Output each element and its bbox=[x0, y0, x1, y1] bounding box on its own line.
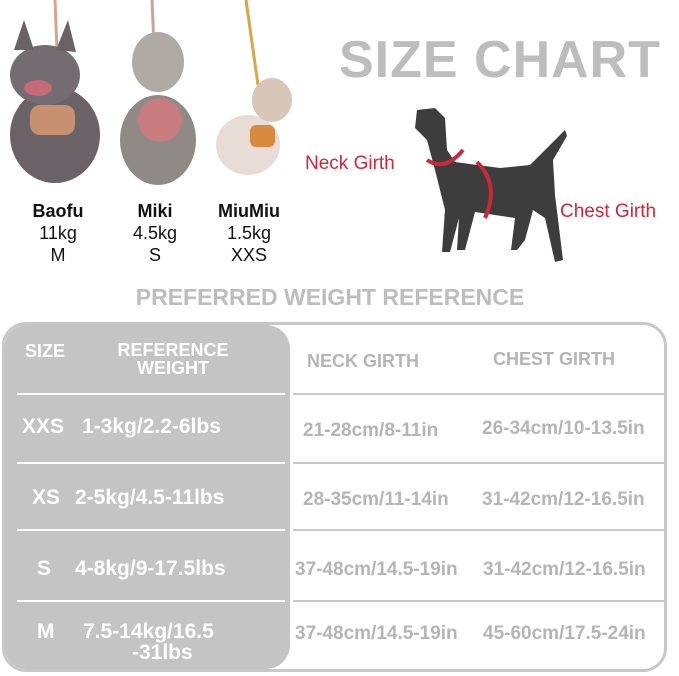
row-neck: 28-35cm/11-14in bbox=[303, 489, 449, 510]
dog-size: M bbox=[50, 245, 66, 265]
row-neck: 37-48cm/14.5-19in bbox=[295, 623, 458, 644]
dog-size: XXS bbox=[230, 245, 268, 265]
header-neck: NECK GIRTH bbox=[307, 351, 419, 371]
row-size: M bbox=[37, 620, 55, 643]
dog-photo-baofu bbox=[10, 0, 100, 183]
row-size: XXS bbox=[22, 415, 65, 438]
row-weight-cont: -31lbs bbox=[132, 641, 193, 664]
row-chest: 26-34cm/10-13.5in bbox=[482, 418, 645, 439]
size-table: SIZE REFERENCE WEIGHT NECK GIRTH CHEST G… bbox=[2, 322, 667, 672]
row-size: XS bbox=[32, 486, 61, 509]
row-weight: 4-8kg/9-17.5lbs bbox=[75, 557, 226, 580]
header-weight-line1: REFERENCE bbox=[117, 340, 229, 360]
dog-photos bbox=[10, 0, 292, 185]
row-neck: 21-28cm/8-11in bbox=[303, 420, 439, 441]
dog-weight: 4.5kg bbox=[132, 223, 178, 243]
header-size: SIZE bbox=[25, 341, 66, 361]
dog-weight: 1.5kg bbox=[226, 223, 272, 243]
page-title: SIZE CHART bbox=[339, 31, 661, 89]
dog-size: S bbox=[148, 245, 161, 265]
neck-girth-label: Neck Girth bbox=[305, 153, 395, 174]
row-weight: 1-3kg/2.2-6lbs bbox=[82, 415, 221, 438]
dog-photo-miumiu bbox=[216, 0, 292, 175]
dog-info-miumiu: MiuMiu 1.5kg XXS bbox=[204, 200, 294, 266]
dog-name: Baofu bbox=[32, 201, 84, 221]
dog-weight: 11kg bbox=[39, 223, 77, 243]
size-weight-panel bbox=[5, 325, 290, 669]
header-weight-line2: WEIGHT bbox=[137, 358, 209, 378]
section-subtitle: PREFERRED WEIGHT REFERENCE bbox=[135, 284, 525, 310]
dog-silhouette-icon bbox=[415, 108, 567, 262]
row-chest: 31-42cm/12-16.5in bbox=[482, 489, 645, 510]
row-chest: 45-60cm/17.5-24in bbox=[483, 623, 646, 644]
dog-name: MiuMiu bbox=[218, 201, 280, 221]
header-weight: REFERENCE WEIGHT bbox=[103, 341, 243, 377]
header-chest: CHEST GIRTH bbox=[493, 349, 616, 369]
dog-info-miki: Miki 4.5kg S bbox=[110, 200, 200, 266]
row-weight: 7.5-14kg/16.5 bbox=[83, 620, 214, 643]
dog-info-baofu: Baofu 11kg M bbox=[13, 200, 103, 266]
dog-photo-miki bbox=[120, 0, 196, 185]
row-chest: 31-42cm/12-16.5in bbox=[483, 559, 646, 580]
row-neck: 37-48cm/14.5-19in bbox=[295, 559, 458, 580]
chest-girth-label: Chest Girth bbox=[560, 201, 657, 222]
row-weight: 2-5kg/4.5-11lbs bbox=[75, 486, 225, 509]
dog-name: Miki bbox=[137, 201, 173, 221]
row-size: S bbox=[37, 557, 52, 580]
